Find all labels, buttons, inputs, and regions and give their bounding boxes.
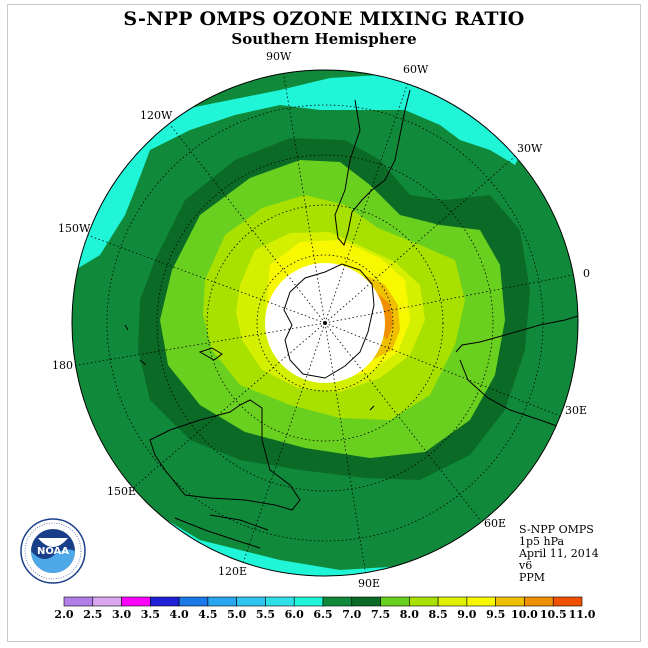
colorbar-swatch [322,596,353,607]
islands [124,324,375,411]
colorbar-swatch [121,596,151,607]
colorbar-tick-label: 3.0 [111,608,132,621]
colorbar-tick-label: 4.0 [169,608,189,621]
lon-label-60e: 60E [484,517,507,530]
colorbar-swatch [351,596,381,607]
africa-coast [455,315,578,353]
lon-label-90e: 90E [358,577,381,590]
antarctica-coast [283,263,375,379]
colorbar-swatch [380,596,410,607]
colorbar-tick-label: 8.5 [428,608,448,621]
info-block: S-NPP OMPS 1p5 hPa April 11, 2014 v6 PPM [519,524,599,584]
lon-label-120w: 120W [140,109,173,122]
colorbar-tick-label: 7.5 [370,608,391,621]
south-america-coast [334,89,411,247]
colorbar-tick-label: 11.0 [568,608,596,621]
lon-label-60w: 60W [403,63,429,76]
noaa-logo: NOAA [20,518,86,584]
info-level: 1p5 hPa [519,535,565,548]
colorbar-swatch [236,596,266,607]
colorbar-swatch [63,596,94,607]
figure-frame [7,4,641,642]
colorbar-swatch [92,596,122,607]
chart-subtitle: Southern Hemisphere [231,30,417,48]
colorbar-swatch [178,596,209,607]
colorbar-tick-label: 5.5 [255,608,276,621]
ozone-field [72,70,578,576]
lon-label-150w: 150W [58,222,91,235]
colorbar-tick-label: 10.0 [511,608,538,621]
map-boundary [71,69,579,577]
colorbar-tick-label: 2.0 [54,608,74,621]
graticule [72,70,578,576]
colorbar-swatch [265,596,295,607]
colorbar-tick-label: 8.0 [399,608,419,621]
colorbar-swatch [293,596,324,607]
colorbar-tick-label: 6.5 [313,608,333,621]
lon-label-90w: 90W [266,50,292,63]
colorbar-tick-label: 10.5 [539,608,567,621]
chart-title: S-NPP OMPS OZONE MIXING RATIO [123,8,525,30]
colorbar-swatch [437,596,468,607]
south-pole-marker [323,321,327,325]
lon-label-180: 180 [52,359,73,372]
colorbar-tick-label: 9.5 [486,608,506,621]
africa-coast-2 [459,359,569,431]
info-units: PPM [519,571,546,584]
colorbar-tick-label: 7.0 [342,608,362,621]
colorbar-tick-label: 2.5 [83,608,103,621]
colorbar-swatch [466,596,496,607]
info-date: April 11, 2014 [519,547,599,560]
colorbar-tick-label: 4.5 [198,608,218,621]
lon-label-0: 0 [583,267,590,280]
australia-coast [149,399,301,511]
colorbar-swatch [552,596,583,607]
colorbar-tick-label: 5.0 [227,608,247,621]
lon-label-30e: 30E [565,404,588,417]
colorbar-swatch [207,596,237,607]
colorbar-swatch [150,596,180,607]
colorbar-tick-label: 6.0 [284,608,304,621]
info-version: v6 [519,559,533,572]
lon-label-150e: 150E [107,485,137,498]
info-instrument: S-NPP OMPS [519,523,594,536]
lon-label-30w: 30W [517,142,543,155]
colorbar-swatch [524,596,554,607]
new-zealand-coast [174,514,269,549]
colorbar-tick-label: 3.5 [140,608,160,621]
noaa-logo-text: NOAA [37,546,69,557]
colorbar-swatch [495,596,525,607]
colorbar-swatch [409,596,439,607]
colorbar-tick-label: 9.0 [457,608,477,621]
colorbar [63,596,583,607]
lon-label-120e: 120E [218,565,248,578]
coastlines [124,89,578,549]
